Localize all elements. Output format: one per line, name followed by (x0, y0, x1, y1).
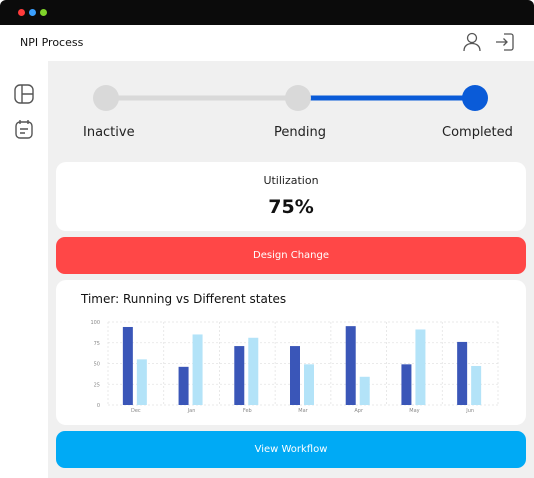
x-tick-label: Mar (298, 408, 308, 414)
step-pending-marker[interactable] (285, 85, 311, 111)
y-tick-label: 50 (94, 362, 100, 368)
y-tick-label: 100 (90, 320, 100, 326)
chart-bar (178, 366, 189, 405)
chart-title: Timer: Running vs Different states (81, 292, 287, 306)
chart-bar (359, 376, 370, 405)
chart-bar (457, 341, 468, 405)
y-tick-label: 75 (94, 341, 100, 347)
view-workflow-button[interactable]: View Workflow (56, 431, 526, 468)
close-window-dot[interactable] (18, 9, 25, 16)
chart-bar (401, 364, 412, 405)
app-title: NPI Process (20, 36, 84, 49)
x-tick-label: Dec (131, 408, 141, 414)
chart-bar (290, 346, 300, 405)
utilization-card: Utilization 75% (56, 162, 526, 231)
chart-bar (345, 326, 356, 405)
window-titlebar (0, 0, 534, 25)
y-tick-label: 25 (94, 382, 100, 388)
design-change-button[interactable]: Design Change (56, 237, 526, 274)
x-tick-label: Apr (354, 408, 364, 414)
minimize-window-dot[interactable] (29, 9, 36, 16)
chart-bar (415, 329, 426, 405)
x-tick-label: Jan (187, 408, 196, 414)
step-completed-marker[interactable] (462, 85, 488, 111)
maximize-window-dot[interactable] (40, 9, 47, 16)
chart-bar (122, 326, 133, 405)
step-label-pending: Pending (274, 125, 326, 140)
x-tick-label: May (409, 408, 419, 414)
utilization-title: Utilization (263, 174, 319, 187)
user-icon[interactable] (461, 31, 483, 53)
utilization-value: 75% (268, 196, 314, 218)
calendar-icon[interactable] (13, 118, 35, 140)
main-content: Inactive Pending Completed Utilization 7… (48, 61, 534, 478)
chart-bar (304, 364, 314, 405)
chart-card: Timer: Running vs Different states 100 75… (56, 280, 526, 425)
step-label-completed: Completed (442, 125, 513, 140)
progress-stepper (93, 85, 488, 111)
app-header: NPI Process (0, 25, 534, 61)
chart-bar (136, 359, 147, 405)
step-label-inactive: Inactive (83, 125, 135, 140)
sidebar (0, 61, 48, 478)
x-tick-label: Jun (465, 408, 474, 414)
chart-bar (192, 334, 203, 405)
chart-bar (248, 337, 259, 405)
y-tick-label: 0 (97, 403, 100, 409)
chart-bar (234, 346, 245, 405)
bar-chart: 100 75 50 25 0 Dec Jan Feb Mar Apr May Jun (90, 320, 499, 414)
step-inactive-marker[interactable] (93, 85, 119, 111)
x-tick-label: Feb (243, 408, 252, 414)
chart-bar (471, 365, 482, 405)
layout-icon[interactable] (13, 83, 35, 105)
sign-in-icon[interactable] (494, 31, 516, 53)
